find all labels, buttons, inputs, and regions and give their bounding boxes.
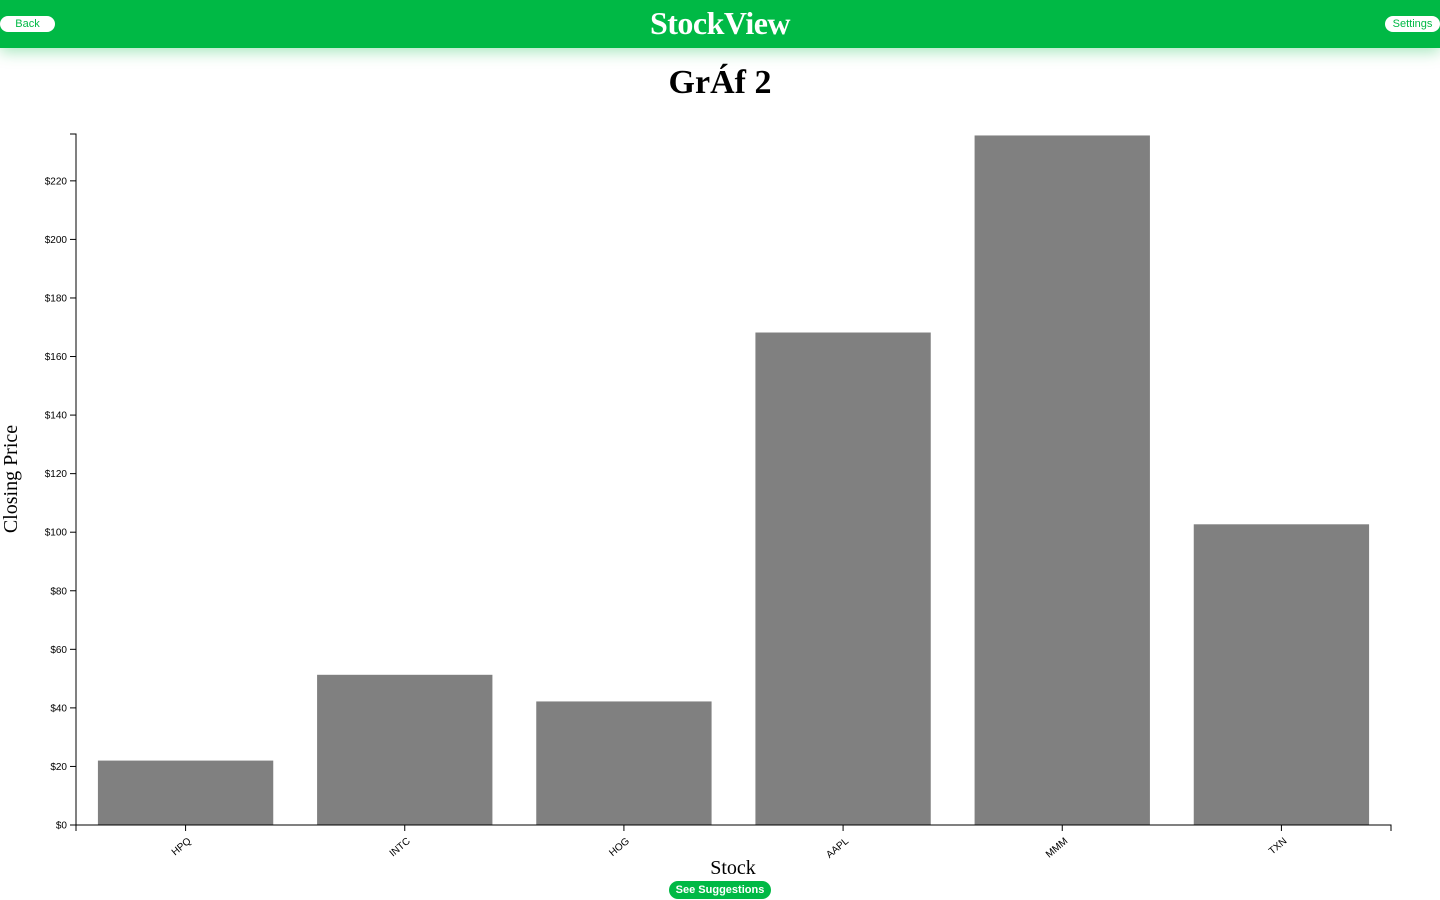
bar-mmm bbox=[974, 135, 1150, 825]
x-tick-label: AAPL bbox=[824, 836, 851, 861]
page-title: GrÁf 2 bbox=[668, 64, 772, 101]
settings-button[interactable]: Settings bbox=[1385, 16, 1440, 32]
x-tick-label: HPQ bbox=[170, 836, 194, 858]
y-tick-label: $220 bbox=[45, 176, 68, 187]
top-bar: Back StockView Settings bbox=[0, 0, 1440, 48]
bar-hpq bbox=[97, 760, 274, 825]
y-tick-label: $20 bbox=[50, 762, 67, 773]
bar-intc bbox=[317, 674, 493, 825]
y-tick-label: $40 bbox=[50, 703, 67, 714]
x-tick-label: TXN bbox=[1267, 836, 1289, 857]
y-tick-label: $60 bbox=[50, 645, 67, 656]
back-button[interactable]: Back bbox=[0, 16, 55, 32]
y-tick-label: $200 bbox=[45, 235, 68, 246]
y-tick-label: $80 bbox=[50, 586, 67, 597]
bar-aapl bbox=[755, 332, 931, 825]
x-axis-title: Stock bbox=[710, 857, 756, 879]
x-axis-line bbox=[75, 824, 1392, 831]
y-tick-label: $120 bbox=[45, 469, 68, 480]
y-tick-label: $180 bbox=[45, 293, 68, 304]
y-axis-line bbox=[70, 133, 77, 826]
see-suggestions-button[interactable]: See Suggestions bbox=[669, 881, 771, 899]
y-axis-title: Closing Price bbox=[0, 425, 22, 533]
y-tick-label: $140 bbox=[45, 411, 68, 422]
y-tick-label: $160 bbox=[45, 352, 68, 363]
y-tick-label: $100 bbox=[45, 528, 68, 539]
x-tick-label: INTC bbox=[388, 836, 413, 859]
bar-hog bbox=[536, 701, 712, 825]
app-brand: StockView bbox=[649, 5, 791, 41]
y-tick-label: $0 bbox=[56, 821, 68, 832]
x-tick-label: MMM bbox=[1044, 836, 1070, 860]
bar-txn bbox=[1193, 524, 1370, 825]
x-tick-label: HOG bbox=[607, 836, 632, 859]
